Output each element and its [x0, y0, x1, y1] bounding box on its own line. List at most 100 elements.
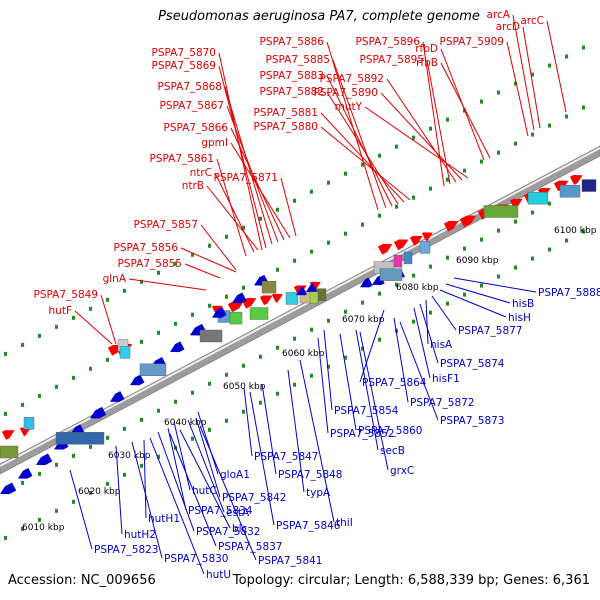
- track-dot: [446, 177, 449, 182]
- track-dot: [497, 274, 500, 279]
- feature-block: [285, 292, 299, 305]
- track-dot: [327, 240, 330, 245]
- track-dot: [140, 463, 143, 468]
- label-pspa7-5871: PSPA7_5871: [214, 172, 279, 184]
- track-dot: [327, 364, 330, 369]
- label-huth1: hutH1: [148, 513, 180, 525]
- track-dot: [89, 366, 92, 371]
- track-dot: [378, 213, 381, 218]
- leader-line: [214, 172, 255, 253]
- leader-line: [206, 185, 259, 251]
- reverse-gene-arrow: [18, 467, 33, 479]
- leader-line: [364, 106, 469, 179]
- track-dot: [225, 418, 228, 423]
- track-dot: [140, 417, 143, 422]
- feature-block: [199, 329, 223, 343]
- label-pspa7-5867: PSPA7_5867: [160, 100, 225, 112]
- scale-tick-label: 6080 kbp: [396, 283, 439, 293]
- leader-line: [199, 425, 257, 561]
- leader-line: [512, 14, 535, 131]
- track-dot: [582, 229, 585, 234]
- label-thii: thiI: [336, 517, 353, 529]
- leader-line: [326, 75, 393, 207]
- leader-line: [128, 278, 207, 291]
- track-dot: [208, 427, 211, 432]
- leader-line: [287, 369, 305, 493]
- track-dot: [89, 444, 92, 449]
- track-dot: [531, 72, 534, 77]
- track-dot: [395, 204, 398, 209]
- feature-block: [483, 205, 519, 218]
- track-dot: [361, 162, 364, 167]
- leader-line: [100, 294, 117, 345]
- leader-line: [439, 289, 507, 318]
- label-pspa7-5846: PSPA7_5846: [276, 520, 341, 532]
- leader-line: [143, 439, 147, 519]
- track-dot: [548, 63, 551, 68]
- reverse-gene-arrow: [212, 307, 227, 318]
- leader-line: [230, 127, 285, 241]
- topology-text: Topology: circular; Length: 6,588,339 bp…: [232, 573, 590, 588]
- accession-text: Accession: NC_009656: [8, 573, 156, 588]
- track-dot: [361, 300, 364, 305]
- track-dot: [21, 342, 24, 347]
- leader-line: [339, 333, 357, 431]
- track-dot: [293, 382, 296, 387]
- feature-block: [559, 184, 581, 198]
- leader-line: [131, 441, 163, 559]
- scale-tick-label: 6030 kbp: [108, 451, 151, 461]
- track-dot: [582, 105, 585, 110]
- label-pspa7-5861: PSPA7_5861: [150, 153, 215, 165]
- leader-line: [280, 177, 297, 237]
- forward-gene-arrow: [271, 293, 283, 303]
- scale-tick-label: 6070 kbp: [342, 315, 385, 325]
- leader-line: [320, 126, 411, 201]
- label-pspa7-5877: PSPA7_5877: [458, 325, 523, 337]
- leader-line: [425, 299, 429, 345]
- track-dot: [514, 219, 517, 224]
- track-dot: [208, 381, 211, 386]
- label-pspa7-5880: PSPA7_5880: [254, 121, 319, 133]
- track-dot: [361, 346, 364, 351]
- label-pspa7-5868: PSPA7_5868: [158, 81, 223, 93]
- reverse-gene-arrow: [0, 482, 17, 495]
- feature-block: [55, 432, 105, 445]
- track-dot: [429, 310, 432, 315]
- track-dot: [89, 490, 92, 495]
- leader-line: [426, 59, 451, 185]
- track-dot: [395, 282, 398, 287]
- label-rfbd: rfbD: [415, 43, 438, 55]
- track-dot: [157, 408, 160, 413]
- track-dot: [38, 333, 41, 338]
- label-arca: arcA: [487, 9, 511, 21]
- leader-line: [149, 437, 205, 575]
- label-pspa7-5854: PSPA7_5854: [334, 405, 399, 417]
- track-dot: [344, 355, 347, 360]
- leader-line: [218, 52, 263, 251]
- track-dot: [565, 54, 568, 59]
- track-dot: [106, 357, 109, 362]
- track-dot: [514, 141, 517, 146]
- track-dot: [38, 393, 41, 398]
- track-dot: [174, 321, 177, 326]
- track-dot: [429, 264, 432, 269]
- track-dot: [531, 256, 534, 261]
- leader-line: [393, 317, 409, 403]
- track-dot: [463, 168, 466, 173]
- label-pspa7-5848: PSPA7_5848: [278, 469, 343, 481]
- track-dot: [344, 171, 347, 176]
- forward-gene-arrow: [227, 300, 245, 313]
- track-dot: [361, 222, 364, 227]
- label-esta: estA: [226, 507, 250, 519]
- track-dot: [412, 195, 415, 200]
- leader-line: [422, 41, 445, 187]
- leader-line: [173, 421, 191, 491]
- leader-line: [386, 78, 457, 183]
- track-dot: [310, 249, 313, 254]
- leader-line: [431, 295, 457, 331]
- label-pspa7-5866: PSPA7_5866: [164, 122, 229, 134]
- track-dot: [582, 45, 585, 50]
- leader-line: [157, 431, 195, 532]
- feature-block: [229, 311, 243, 325]
- label-hutf: hutF: [49, 305, 72, 317]
